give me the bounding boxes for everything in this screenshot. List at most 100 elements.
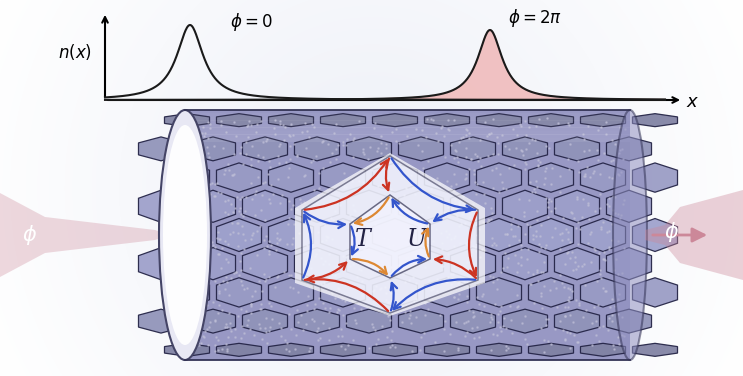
Polygon shape	[164, 343, 210, 356]
Ellipse shape	[163, 125, 207, 345]
Bar	[185, 110, 630, 360]
Text: U: U	[407, 229, 427, 252]
Polygon shape	[216, 343, 262, 356]
Polygon shape	[216, 114, 262, 127]
Polygon shape	[580, 218, 626, 252]
Polygon shape	[398, 248, 444, 280]
Polygon shape	[295, 153, 485, 316]
Polygon shape	[268, 278, 314, 307]
Polygon shape	[302, 156, 478, 313]
Polygon shape	[294, 137, 340, 161]
Polygon shape	[372, 114, 418, 127]
Polygon shape	[645, 190, 743, 280]
Polygon shape	[554, 137, 600, 161]
Polygon shape	[190, 137, 236, 161]
Bar	[185, 127, 630, 131]
Polygon shape	[476, 218, 522, 252]
Polygon shape	[528, 114, 574, 127]
Polygon shape	[502, 190, 548, 222]
Polygon shape	[216, 218, 262, 252]
Polygon shape	[528, 163, 574, 192]
Polygon shape	[528, 278, 574, 307]
Polygon shape	[164, 114, 210, 127]
Polygon shape	[632, 278, 678, 307]
Polygon shape	[606, 248, 652, 280]
Ellipse shape	[159, 110, 211, 360]
Text: $n(x)$: $n(x)$	[58, 42, 92, 62]
Polygon shape	[320, 114, 366, 127]
Polygon shape	[346, 190, 392, 222]
Bar	[185, 113, 630, 117]
Polygon shape	[138, 190, 184, 222]
Text: $\phi = 0$: $\phi = 0$	[230, 11, 273, 33]
Polygon shape	[632, 218, 678, 252]
Bar	[185, 138, 630, 142]
Polygon shape	[294, 309, 340, 333]
Polygon shape	[242, 309, 288, 333]
Polygon shape	[398, 137, 444, 161]
Polygon shape	[606, 137, 652, 161]
Polygon shape	[350, 195, 430, 278]
Polygon shape	[580, 114, 626, 127]
Polygon shape	[242, 248, 288, 280]
Polygon shape	[450, 309, 496, 333]
Text: $\phi$: $\phi$	[664, 220, 680, 244]
Polygon shape	[138, 137, 184, 161]
Polygon shape	[450, 137, 496, 161]
Polygon shape	[346, 248, 392, 280]
Polygon shape	[606, 309, 652, 333]
Polygon shape	[346, 137, 392, 161]
Bar	[185, 120, 630, 124]
Polygon shape	[372, 163, 418, 192]
Polygon shape	[502, 137, 548, 161]
Polygon shape	[528, 343, 574, 356]
Polygon shape	[424, 163, 470, 192]
Text: $\phi = 2\pi$: $\phi = 2\pi$	[508, 7, 562, 29]
Polygon shape	[554, 190, 600, 222]
Polygon shape	[632, 163, 678, 192]
Polygon shape	[294, 248, 340, 280]
Text: $x$: $x$	[687, 93, 700, 111]
Polygon shape	[424, 343, 470, 356]
Polygon shape	[0, 193, 170, 277]
Polygon shape	[268, 218, 314, 252]
Polygon shape	[372, 218, 418, 252]
Text: T: T	[355, 229, 371, 252]
Polygon shape	[450, 248, 496, 280]
Polygon shape	[398, 190, 444, 222]
Polygon shape	[502, 309, 548, 333]
Polygon shape	[138, 248, 184, 280]
Polygon shape	[502, 248, 548, 280]
Polygon shape	[242, 137, 288, 161]
Polygon shape	[580, 343, 626, 356]
Polygon shape	[476, 114, 522, 127]
Polygon shape	[320, 218, 366, 252]
Polygon shape	[138, 309, 184, 333]
Bar	[185, 117, 630, 121]
Polygon shape	[346, 309, 392, 333]
Polygon shape	[476, 278, 522, 307]
Polygon shape	[268, 114, 314, 127]
Polygon shape	[320, 278, 366, 307]
Polygon shape	[580, 163, 626, 192]
Polygon shape	[528, 218, 574, 252]
Polygon shape	[372, 343, 418, 356]
Bar	[185, 124, 630, 128]
Polygon shape	[190, 190, 236, 222]
Polygon shape	[105, 30, 665, 100]
Polygon shape	[424, 114, 470, 127]
Polygon shape	[268, 163, 314, 192]
Polygon shape	[294, 190, 340, 222]
Bar	[185, 135, 630, 138]
Polygon shape	[216, 163, 262, 192]
Polygon shape	[242, 190, 288, 222]
Polygon shape	[268, 343, 314, 356]
Polygon shape	[424, 218, 470, 252]
Polygon shape	[164, 163, 210, 192]
Polygon shape	[164, 218, 210, 252]
Text: $\phi$: $\phi$	[22, 223, 38, 247]
Polygon shape	[554, 248, 600, 280]
Polygon shape	[424, 278, 470, 307]
Polygon shape	[320, 163, 366, 192]
Polygon shape	[450, 190, 496, 222]
